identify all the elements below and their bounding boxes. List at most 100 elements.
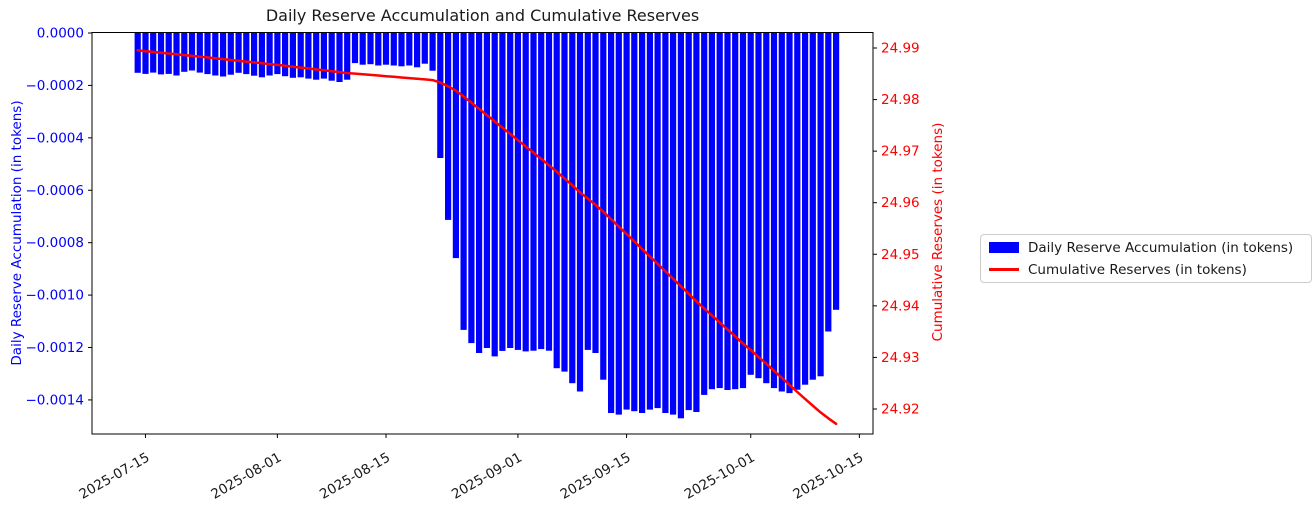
x-tick-label: 2025-10-15: [790, 450, 866, 503]
y-left-tick-label: −0.0012: [25, 340, 84, 356]
bar: [212, 33, 219, 76]
y-right-tick-label: 24.98: [881, 92, 920, 108]
legend-bar-swatch: [989, 242, 1019, 253]
x-tick-label: 2025-08-15: [317, 450, 393, 503]
y-left-axis-label: Daily Reserve Accumulation (in tokens): [9, 100, 25, 366]
bar: [739, 33, 747, 389]
y-right-tick-label: 24.95: [881, 247, 920, 263]
bar: [499, 33, 506, 351]
legend: Daily Reserve Accumulation (in tokens) C…: [980, 234, 1312, 283]
legend-item-cumulative-label: Cumulative Reserves (in tokens): [1028, 261, 1247, 278]
bar: [305, 33, 312, 79]
bar: [778, 33, 785, 392]
bar: [701, 33, 708, 395]
bar: [483, 33, 490, 348]
bar: [522, 33, 529, 352]
bar: [359, 33, 366, 65]
bar: [235, 33, 242, 73]
bar: [491, 33, 498, 357]
bar: [631, 33, 638, 412]
bar: [553, 33, 560, 369]
x-tick-label: 2025-07-15: [77, 450, 153, 503]
bar: [274, 33, 281, 75]
bar: [421, 33, 428, 64]
bar: [227, 33, 234, 75]
x-tick-label: 2025-09-15: [558, 450, 634, 503]
bar: [344, 33, 351, 80]
bar: [181, 33, 188, 72]
bar: [375, 33, 382, 66]
bar: [406, 33, 413, 66]
bar: [786, 33, 793, 394]
y-left-tick-label: −0.0014: [25, 392, 84, 408]
bar: [398, 33, 405, 67]
legend-line-swatch: [989, 268, 1019, 271]
bar: [514, 33, 521, 350]
chart-title: Daily Reserve Accumulation and Cumulativ…: [265, 6, 700, 25]
bar: [320, 33, 327, 79]
bar: [724, 33, 731, 390]
bar: [351, 33, 359, 64]
bar: [747, 33, 754, 375]
bar: [623, 33, 630, 410]
y-right-tick-label: 24.96: [881, 195, 920, 211]
bar: [825, 33, 832, 332]
bar: [468, 33, 475, 344]
bar: [414, 33, 421, 68]
bar: [289, 33, 296, 78]
bar: [507, 33, 514, 348]
bar: [258, 33, 265, 78]
bar: [561, 33, 568, 372]
bar: [708, 33, 715, 390]
bar: [755, 33, 762, 379]
bar: [437, 33, 444, 158]
bar: [809, 33, 816, 380]
bar: [188, 33, 196, 71]
y-left-tick-label: 0.0000: [37, 26, 84, 42]
y-left-tick-label: −0.0002: [25, 78, 84, 94]
x-tick-label: 2025-10-01: [682, 450, 758, 503]
bar: [770, 33, 778, 389]
x-tick-label: 2025-08-01: [208, 450, 284, 503]
y-right-tick-label: 24.92: [881, 401, 920, 417]
bar: [429, 33, 436, 71]
bar: [794, 33, 801, 390]
bar: [134, 33, 141, 73]
bar: [196, 33, 203, 73]
bar: [615, 33, 622, 415]
bar: [592, 33, 599, 353]
bar: [576, 33, 584, 392]
legend-item-daily: Daily Reserve Accumulation (in tokens): [989, 240, 1303, 256]
bar: [460, 33, 467, 330]
bar: [662, 33, 669, 413]
bar: [297, 33, 304, 78]
bar: [646, 33, 653, 410]
y-right-tick-label: 24.94: [881, 298, 920, 314]
bar: [732, 33, 739, 390]
bar: [685, 33, 692, 411]
bar: [367, 33, 374, 65]
bar: [654, 33, 661, 409]
bar: [677, 33, 684, 419]
bar: [530, 33, 537, 351]
bar: [142, 33, 149, 74]
y-right-tick-label: 24.93: [881, 350, 920, 366]
y-left-tick-label: −0.0008: [25, 235, 84, 251]
y-right-axis-label: Cumulative Reserves (in tokens): [930, 122, 946, 342]
legend-item-daily-label: Daily Reserve Accumulation (in tokens): [1028, 239, 1294, 256]
bar: [390, 33, 397, 66]
bar: [693, 33, 700, 412]
bar: [445, 33, 452, 220]
bar: [220, 33, 227, 77]
legend-item-cumulative: Cumulative Reserves (in tokens): [989, 262, 1303, 278]
bar: [716, 33, 723, 389]
bar: [639, 33, 646, 413]
bar: [584, 33, 591, 350]
bar: [817, 33, 824, 377]
bar: [476, 33, 483, 353]
y-left-tick-label: −0.0010: [25, 288, 84, 304]
bar: [545, 33, 553, 351]
bar: [763, 33, 770, 384]
y-left-tick-label: −0.0006: [25, 183, 84, 199]
bar: [600, 33, 607, 380]
